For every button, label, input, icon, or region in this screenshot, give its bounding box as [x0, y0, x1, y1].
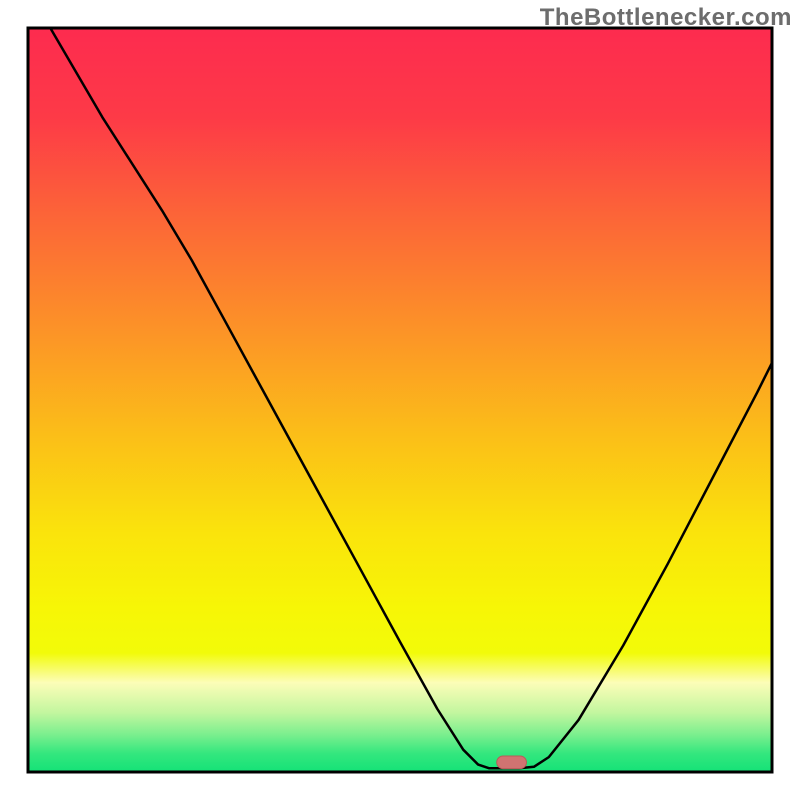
optimal-marker [497, 756, 527, 769]
plot-background [28, 28, 772, 772]
bottleneck-chart: TheBottlenecker.com [0, 0, 800, 800]
chart-svg [0, 0, 800, 800]
